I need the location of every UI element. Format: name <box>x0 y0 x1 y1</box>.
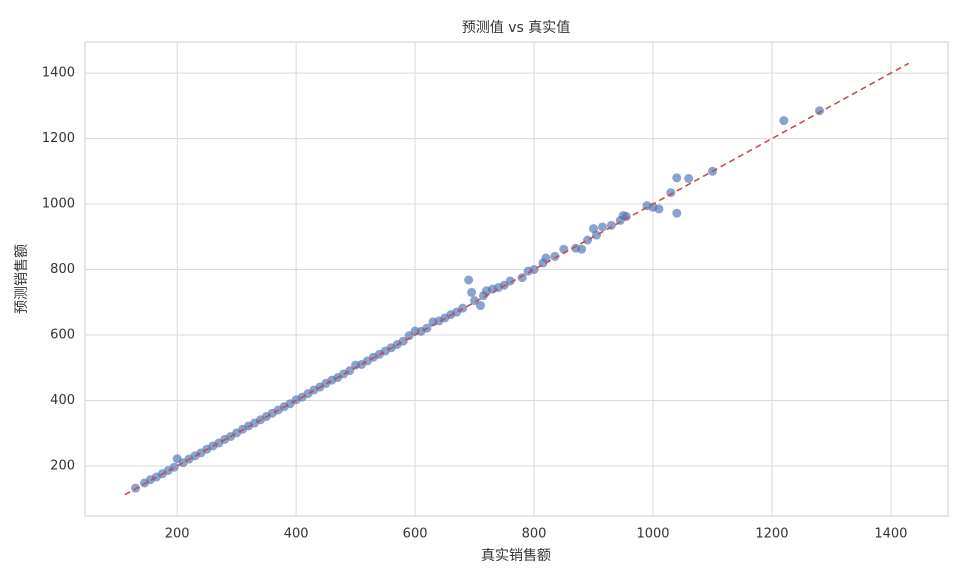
x-tick-label: 1400 <box>874 527 907 542</box>
x-tick-label: 200 <box>165 527 190 542</box>
y-tick-label: 800 <box>50 262 75 277</box>
point <box>169 462 179 472</box>
point <box>684 174 694 184</box>
plot-frame <box>84 41 949 517</box>
chart-title: 预测值 vs 真实值 <box>462 20 570 36</box>
y-tick-label: 1400 <box>42 66 75 81</box>
point <box>464 275 474 285</box>
point <box>476 301 486 311</box>
point <box>470 296 480 306</box>
y-tick-label: 600 <box>50 327 75 342</box>
point <box>815 106 825 116</box>
y-axis-label: 预测销售额 <box>14 244 30 314</box>
point <box>591 230 601 240</box>
x-tick-label: 800 <box>522 527 547 542</box>
y-tick-label: 400 <box>50 393 75 408</box>
point <box>541 253 551 263</box>
point <box>583 235 593 245</box>
point <box>672 208 682 218</box>
y-tick-label: 1200 <box>42 131 75 146</box>
x-tick-label: 1200 <box>755 527 788 542</box>
point <box>672 173 682 183</box>
point <box>467 287 477 297</box>
point <box>779 116 789 126</box>
reference-line <box>124 62 910 496</box>
x-tick-label: 600 <box>403 527 428 542</box>
y-tick-label: 200 <box>50 458 75 473</box>
x-tick-label: 400 <box>284 527 309 542</box>
point <box>597 222 607 232</box>
point <box>550 251 560 261</box>
y-tick-label: 1000 <box>42 197 75 212</box>
x-tick-label: 1000 <box>636 527 669 542</box>
point <box>666 188 676 198</box>
point <box>654 204 664 214</box>
point <box>505 276 515 286</box>
point <box>577 244 587 254</box>
point <box>621 211 631 221</box>
x-axis-label: 真实销售额 <box>481 548 551 564</box>
point <box>529 265 539 275</box>
